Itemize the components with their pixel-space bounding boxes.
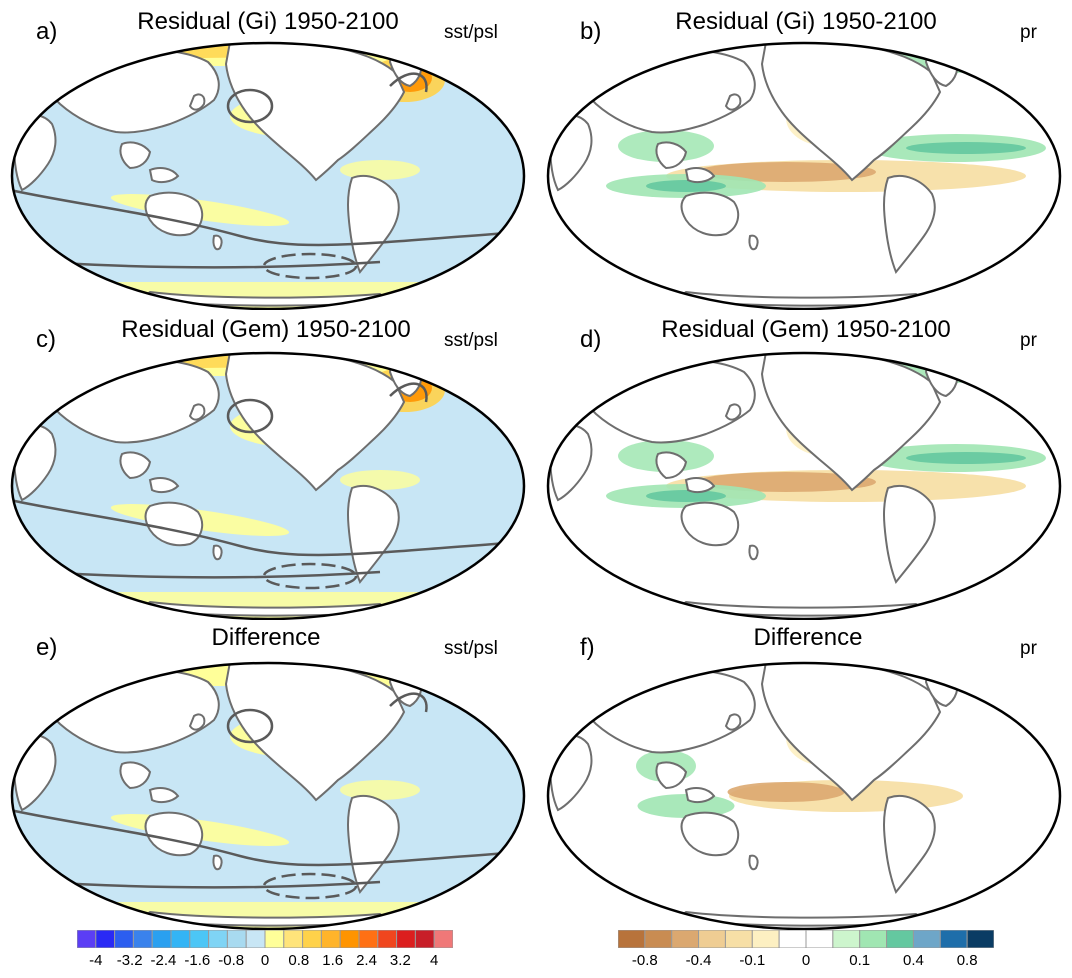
colorbar-swatch	[358, 930, 379, 948]
colorbar-swatch	[189, 930, 210, 948]
colorbar-swatch	[859, 930, 888, 948]
colorbar-swatch	[245, 930, 266, 948]
variable-label: sst/psl	[444, 22, 498, 43]
colorbar-swatch	[886, 930, 914, 948]
colorbar-tick-label: -0.4	[685, 952, 712, 969]
sst-map	[10, 661, 526, 930]
precip-map	[546, 661, 1062, 930]
colorbar-tick-label: 2.4	[356, 952, 377, 969]
colorbar-swatch	[912, 930, 941, 948]
panel-label: b)	[580, 18, 602, 45]
colorbar-tick-label: -1.6	[184, 952, 211, 969]
colorbar-tick-label: 4	[430, 952, 439, 969]
colorbar-swatch	[778, 930, 807, 948]
colorbar-swatch	[698, 930, 726, 948]
sst-colorbar: -4 -3.2 -2.4 -1.6 -0.8 0 0.8 1.6 2.4 3.2 4	[77, 930, 453, 978]
colorbar-swatches	[618, 930, 994, 948]
colorbar-tick-label: 0.8	[288, 952, 310, 969]
colorbar-swatch	[671, 930, 700, 948]
variable-label: sst/psl	[444, 638, 498, 659]
panel-title: Residual (Gem) 1950-2100	[661, 316, 951, 343]
colorbar-tick-label: -0.8	[218, 952, 245, 969]
colorbar-swatch	[320, 930, 341, 948]
colorbar-swatch	[414, 930, 435, 948]
colorbar-tick-label: 0	[260, 952, 270, 969]
panel-title: Residual (Gi) 1950-2100	[137, 8, 399, 35]
panel-title: Difference	[211, 624, 321, 651]
colorbar-swatch	[751, 930, 780, 948]
panel-label: d)	[580, 326, 602, 353]
colorbar-swatches	[77, 930, 453, 948]
colorbar-tick-label: -2.4	[150, 952, 177, 969]
colorbar-swatch	[339, 930, 360, 948]
colorbar-swatch	[644, 930, 673, 948]
precip-map	[546, 41, 1062, 310]
colorbar-swatch	[114, 930, 134, 948]
colorbar-swatch	[77, 930, 97, 948]
colorbar-tick-label: -0.8	[631, 952, 658, 969]
colorbar-swatch	[805, 930, 834, 948]
panel-title: Residual (Gem) 1950-2100	[121, 316, 411, 343]
colorbar-swatch	[724, 930, 753, 948]
colorbar-swatch	[939, 930, 968, 948]
colorbar-tick-label: 0.1	[849, 952, 871, 969]
panel-label: f)	[580, 634, 595, 661]
variable-label: pr	[1020, 22, 1037, 43]
colorbar-swatch	[151, 930, 172, 948]
sst-map	[10, 351, 526, 620]
panel-label: e)	[36, 634, 58, 661]
sst-map	[10, 41, 526, 310]
colorbar-tick-label: 0	[801, 952, 811, 969]
precip-colorbar: -0.8 -0.4 -0.1 0 0.1 0.4 0.8	[618, 930, 994, 978]
colorbar-swatch	[966, 930, 994, 948]
colorbar-swatch	[302, 930, 322, 948]
precip-map	[546, 351, 1062, 620]
colorbar-tick-label: 0.4	[902, 952, 924, 969]
panel-title: Residual (Gi) 1950-2100	[675, 8, 937, 35]
colorbar-tick-label: 1.6	[322, 952, 344, 969]
panel-label: a)	[36, 18, 58, 45]
colorbar-swatch	[264, 930, 285, 948]
colorbar-tick-label: -3.2	[116, 952, 143, 969]
colorbar-swatch	[396, 930, 416, 948]
variable-label: pr	[1020, 638, 1037, 659]
colorbar-swatch	[433, 930, 453, 948]
colorbar-swatch	[132, 930, 153, 948]
colorbar-swatch	[618, 930, 646, 948]
panel-e: e) Difference sst/psl	[0, 620, 536, 930]
variable-label: sst/psl	[444, 330, 498, 351]
panel-title: Difference	[753, 624, 863, 651]
colorbar-tick-label: 3.2	[389, 952, 411, 969]
colorbar-swatch	[170, 930, 191, 948]
colorbar-tick-label: -0.1	[739, 952, 766, 969]
colorbar-swatch	[226, 930, 247, 948]
colorbar-tick-label: 0.8	[956, 952, 978, 969]
panel-b: b) Residual (Gi) 1950-2100 pr	[536, 0, 1072, 310]
panel-c: c) Residual (Gem) 1950-2100 sst/psl	[0, 310, 536, 620]
colorbar-swatch	[377, 930, 398, 948]
colorbar-tick-label: -4	[89, 952, 103, 969]
colorbar-swatch	[208, 930, 228, 948]
variable-label: pr	[1020, 330, 1037, 351]
panel-d: d) Residual (Gem) 1950-2100 pr	[536, 310, 1072, 620]
panel-a: a) Residual (Gi) 1950-2100 sst/psl	[0, 0, 536, 310]
colorbar-swatch	[832, 930, 861, 948]
colorbar-swatch	[283, 930, 304, 948]
panel-f: f) Difference pr	[536, 620, 1072, 930]
colorbar-swatch	[95, 930, 116, 948]
panel-label: c)	[36, 326, 56, 353]
